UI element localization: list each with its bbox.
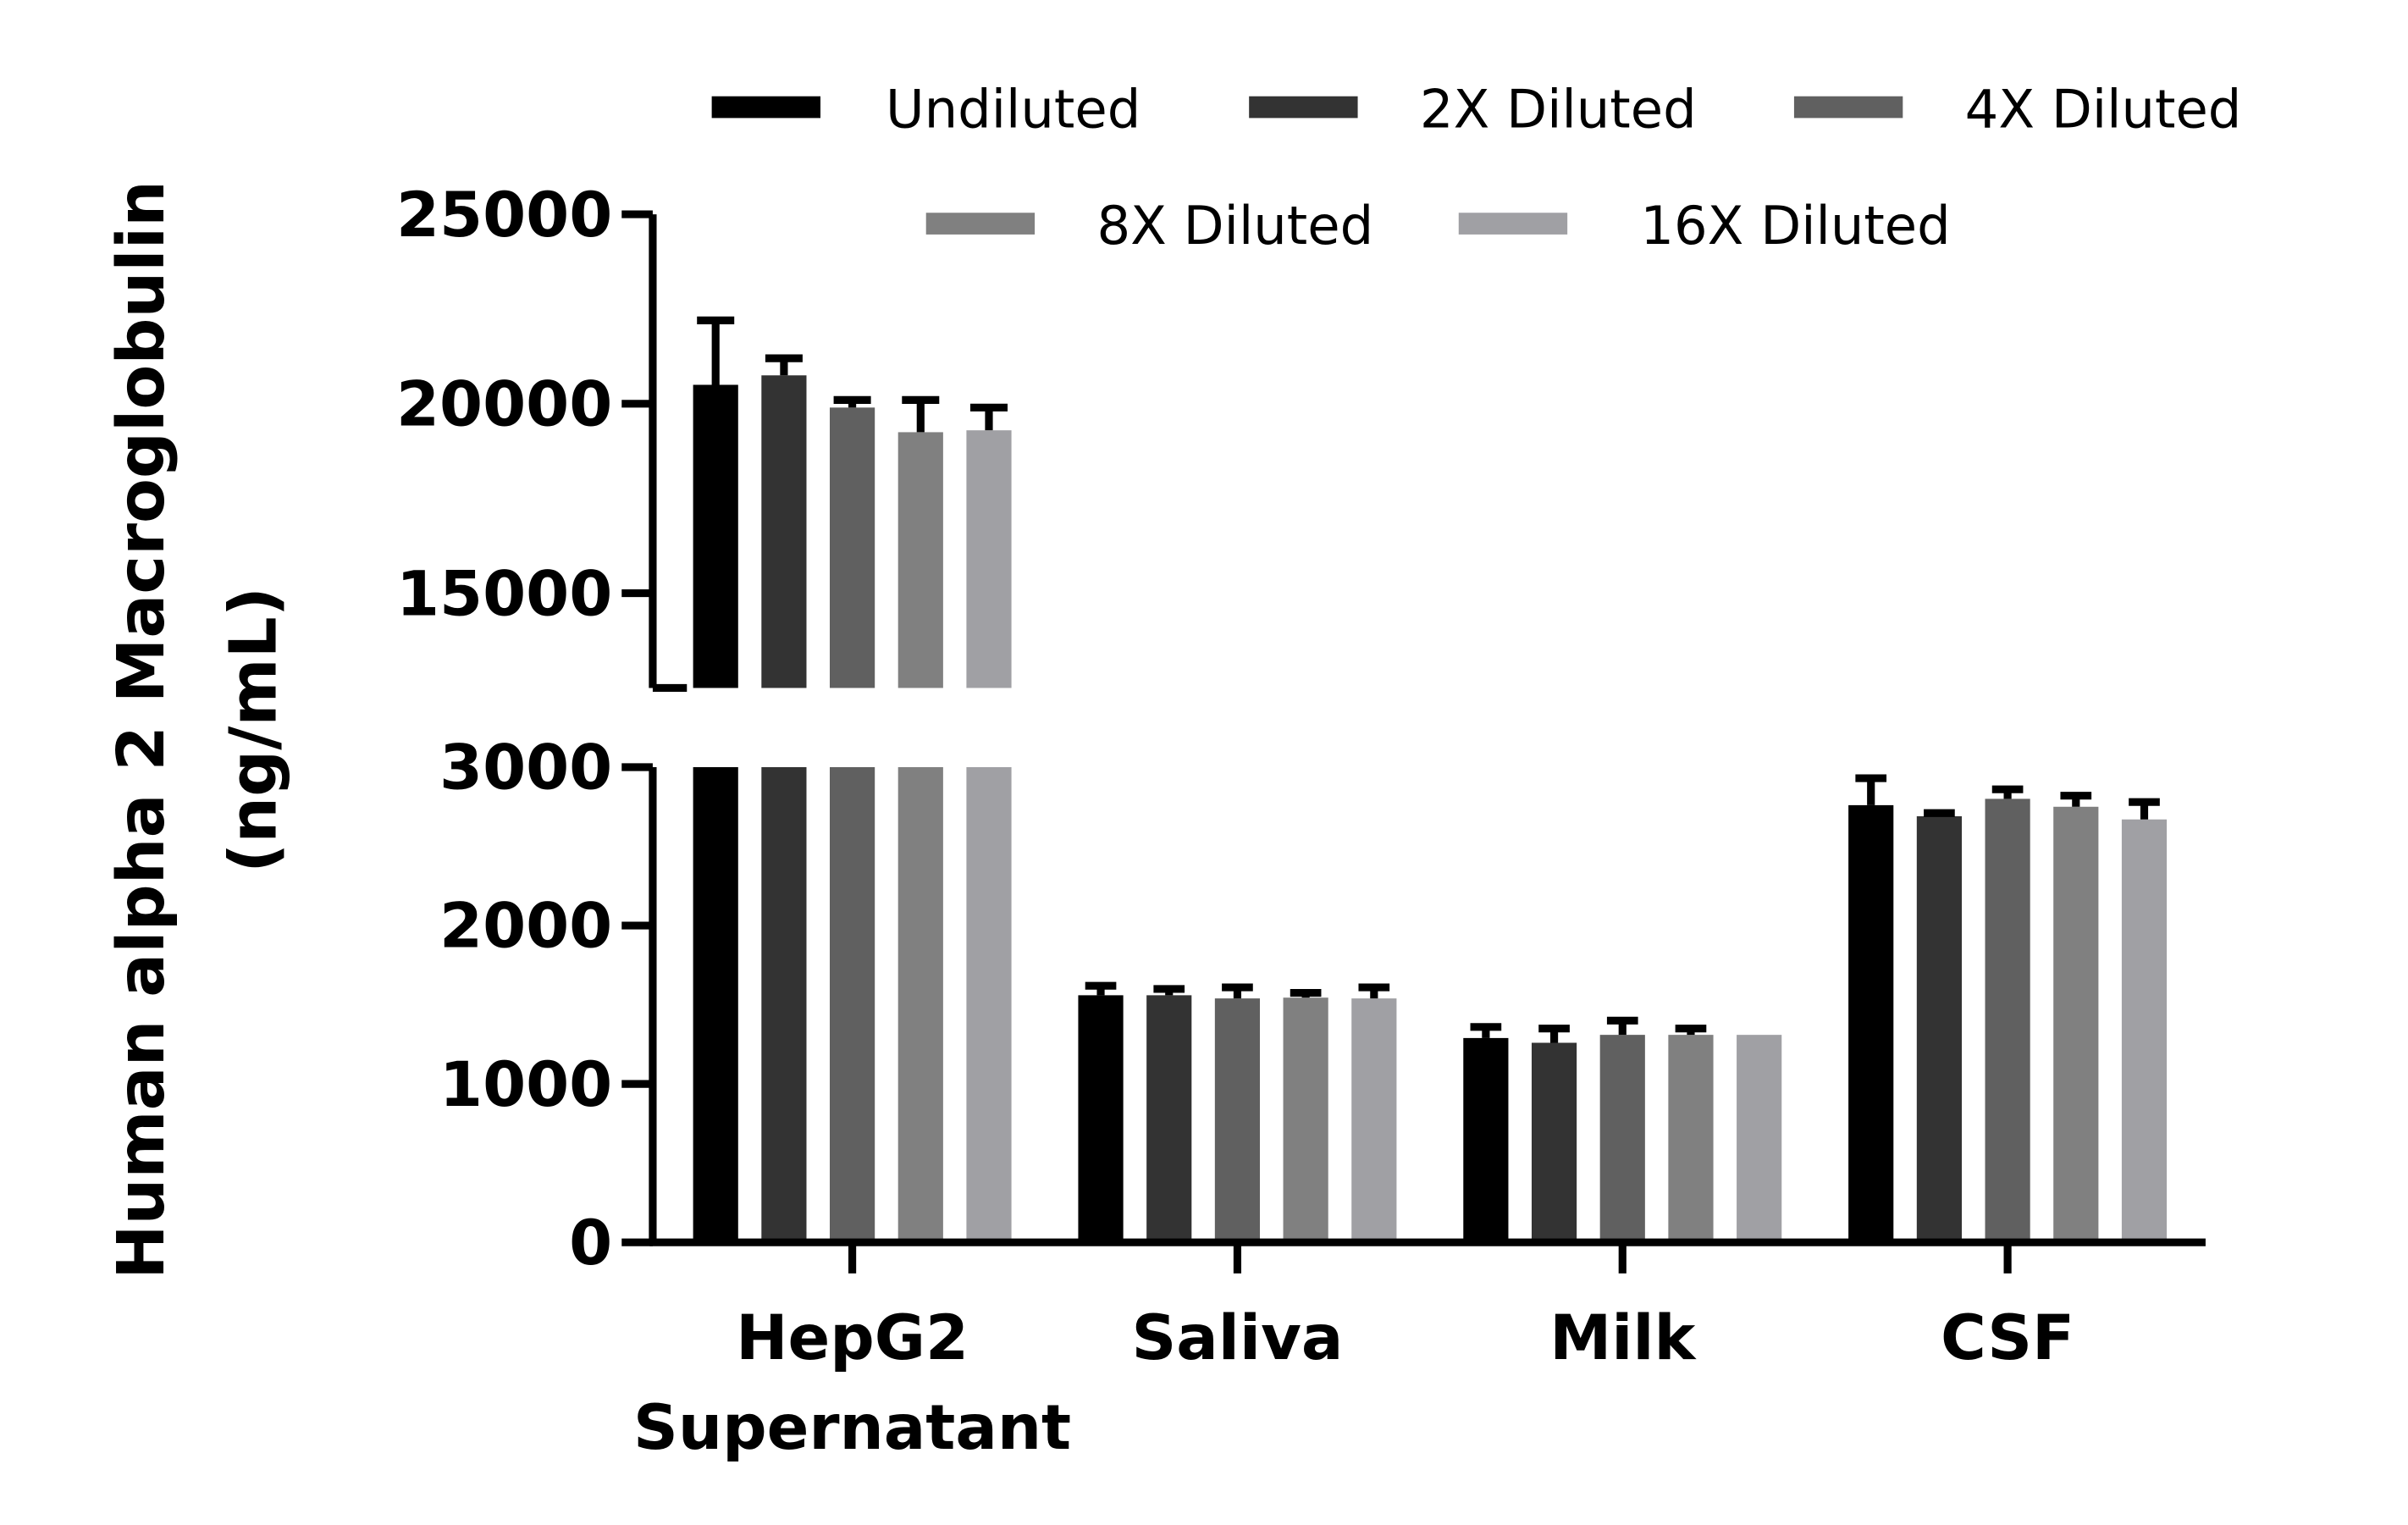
bar — [1916, 815, 1962, 1243]
bar-lower-segment — [897, 767, 943, 1243]
x-tick-label: Milk — [1549, 1302, 1697, 1374]
x-tick-label: CSF — [1941, 1302, 2074, 1374]
y-axis-title: Human alpha 2 Macroglobulin (ng/mL) — [104, 180, 291, 1279]
bar — [1146, 995, 1192, 1243]
y-axis-title-line2: (ng/mL) — [216, 587, 291, 873]
y-tick-label: 25000 — [396, 180, 612, 251]
y-tick-label: 2000 — [439, 891, 612, 963]
bar — [1463, 1037, 1509, 1243]
bar — [2053, 806, 2099, 1243]
bar — [1351, 998, 1397, 1243]
bar-lower-segment — [693, 767, 738, 1243]
y-tick-label: 3000 — [439, 732, 612, 804]
bar — [693, 384, 738, 688]
legend-label: 4X Diluted — [1965, 78, 2242, 140]
bar — [1848, 804, 1894, 1243]
legend-label: 16X Diluted — [1640, 195, 1950, 257]
y-tick-label: 0 — [569, 1207, 612, 1279]
bar — [966, 430, 1012, 688]
bar — [1668, 1035, 1714, 1243]
y-axis-title-line1: Human alpha 2 Macroglobulin — [104, 180, 179, 1279]
legend-label: Undiluted — [886, 78, 1140, 140]
y-tick-label: 20000 — [396, 369, 612, 441]
x-tick-label: Saliva — [1131, 1302, 1343, 1374]
bar — [1531, 1042, 1577, 1243]
bar-lower-segment — [830, 767, 875, 1243]
legend-swatch — [1793, 96, 1903, 119]
bar — [1283, 997, 1328, 1243]
y-tick-label: 1000 — [439, 1049, 612, 1121]
legend-label: 8X Diluted — [1096, 195, 1373, 257]
x-tick-label: HepG2 — [736, 1302, 969, 1374]
bar — [830, 407, 875, 688]
bars-layer — [693, 316, 2168, 1243]
bar — [761, 375, 807, 688]
legend-swatch — [711, 96, 820, 119]
legend: Undiluted 2X Diluted 4X Diluted 8X Diluted 1… — [711, 78, 2242, 257]
x-tick-label: Supernatant — [633, 1392, 1071, 1464]
bar — [1599, 1035, 1645, 1243]
y-tick-label: 15000 — [396, 558, 612, 630]
bar — [2121, 819, 2168, 1243]
bar — [1985, 798, 2030, 1243]
legend-swatch — [1458, 213, 1568, 235]
bar — [1737, 1035, 1782, 1243]
bar — [897, 432, 943, 688]
legend-swatch — [1249, 96, 1358, 119]
bar — [1214, 998, 1261, 1243]
bar-lower-segment — [966, 767, 1012, 1243]
axes-layer: 0 1000 2000 3000 15000 20000 25000 HepG2 Superna… — [396, 180, 2206, 1464]
legend-swatch — [925, 213, 1036, 235]
bar — [1078, 995, 1124, 1243]
legend-label: 2X Diluted — [1420, 78, 1697, 140]
bar-lower-segment — [761, 767, 807, 1243]
